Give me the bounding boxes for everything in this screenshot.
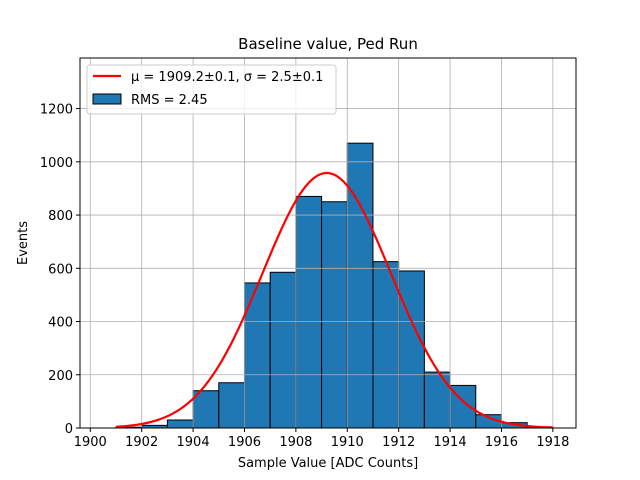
legend-fit-label: μ = 1909.2±0.1, σ = 2.5±0.1 (131, 70, 323, 85)
y-tick-label: 200 (48, 369, 73, 384)
histogram-bar (372, 261, 400, 429)
x-tick-label: 1914 (434, 435, 467, 450)
x-tick-label: 1902 (125, 435, 158, 450)
y-tick-label: 1200 (40, 103, 73, 118)
plot-area: 1900 1902 1904 1906 1908 1910 1912 1914 1916 1918… (40, 57, 577, 450)
histogram-bar (269, 271, 297, 429)
histogram-bar (218, 382, 245, 429)
y-tick-label: 800 (48, 209, 73, 224)
x-tick-label: 1918 (536, 435, 569, 450)
x-tick-label: 1910 (331, 435, 364, 450)
x-tick-label: 1904 (177, 435, 210, 450)
y-tick-label: 0 (65, 422, 73, 437)
histogram-bar (321, 201, 348, 429)
y-tick-label: 600 (48, 262, 73, 277)
plot-frame (79, 57, 577, 429)
histogram-bar (423, 371, 451, 429)
x-tick-label: 1906 (228, 435, 261, 450)
y-tick-label: 400 (48, 316, 73, 331)
chart-title: Baseline value, Ped Run (238, 35, 418, 53)
histogram-bar (398, 270, 425, 429)
grid-lines (80, 58, 576, 429)
histogram-bar (295, 195, 323, 429)
x-tick-label: 1908 (279, 435, 312, 450)
x-tick-label: 1900 (74, 435, 107, 450)
x-tick-label: 1912 (382, 435, 415, 450)
histogram-bar (346, 142, 374, 429)
fit-curve-layer (115, 171, 553, 429)
y-axis-ticks: 0 200 400 600 800 1000 1200 (40, 103, 80, 437)
legend-rms-label: RMS = 2.45 (131, 93, 208, 108)
y-axis-label: Events (16, 221, 31, 265)
histogram-bar (192, 390, 220, 429)
legend-histogram-swatch (92, 93, 122, 105)
x-tick-label: 1916 (485, 435, 518, 450)
y-tick-label: 1000 (40, 156, 73, 171)
legend-box (86, 64, 337, 115)
legend: μ = 1909.2±0.1, σ = 2.5±0.1 RMS = 2.45 (86, 64, 337, 115)
x-axis-label: Sample Value [ADC Counts] (238, 456, 418, 471)
x-axis-ticks: 1900 1902 1904 1906 1908 1910 1912 1914 1916 1918 (74, 428, 569, 450)
gaussian-fit-curve (115, 171, 553, 429)
histogram-bar (166, 419, 194, 429)
